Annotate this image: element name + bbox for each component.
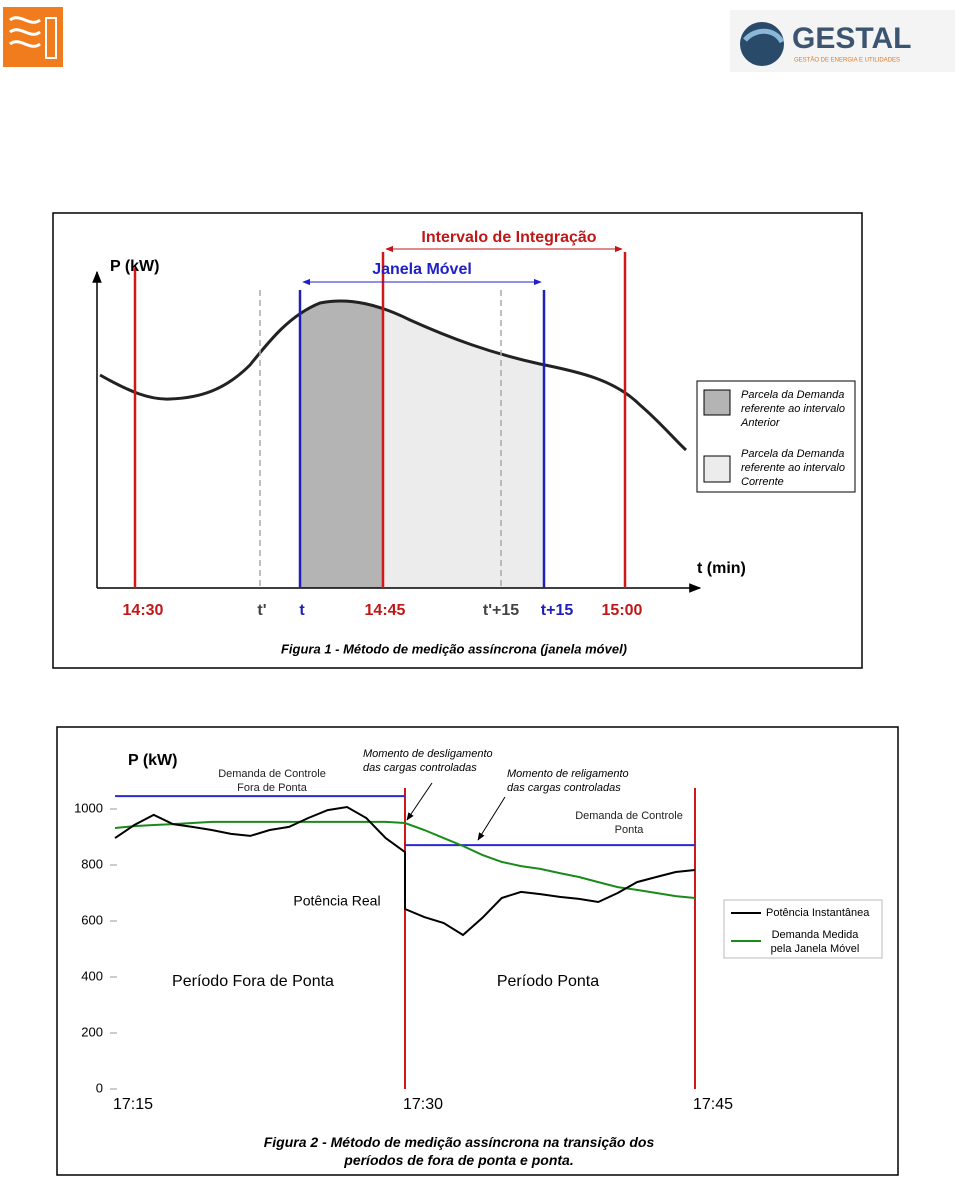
annotation: Momento de desligamento das cargas contro…: [363, 748, 493, 774]
tick-label: 14:30: [123, 602, 164, 619]
figure-1: Intervalo de Integração Janela Móvel P (…: [52, 212, 863, 669]
y-tick-label: 0: [96, 1080, 103, 1095]
legend-label: Demanda Medida pela Janela Móvel: [771, 929, 860, 955]
window-label: Janela Móvel: [372, 261, 472, 278]
y-axis-label: P (kW): [110, 258, 159, 275]
y-tick-label: 400: [81, 968, 103, 983]
series-line: [114, 820, 696, 899]
tick-label: t+15: [541, 602, 574, 619]
control-label: Demanda de Controle Fora de Ponta: [218, 768, 326, 794]
series-line: [114, 805, 696, 937]
tick-label: t: [299, 602, 305, 619]
y-axis-label: P (kW): [128, 752, 177, 769]
x-axis-label: t (min): [697, 560, 746, 577]
annotation: Momento de religamento das cargas control…: [507, 768, 629, 794]
control-label: Demanda de Controle Ponta: [575, 810, 683, 836]
annotation: Período Fora de Ponta: [172, 973, 334, 990]
legend-swatch: [703, 389, 731, 416]
right-logo: GESTAL GESTÃO DE ENERGIA E UTILIDADES: [730, 10, 955, 72]
interval-label: Intervalo de Integração: [421, 229, 596, 246]
legend-label: Parcela da Demanda referente ao intervalo…: [740, 389, 845, 429]
figure-caption: Figura 1 - Método de medição assíncrona …: [281, 641, 627, 656]
left-logo: [3, 7, 63, 67]
annotation-arrow: [406, 782, 433, 821]
figure-caption: Figura 2 - Método de medição assíncrona …: [264, 1134, 655, 1168]
x-tick-label: 17:30: [403, 1096, 443, 1113]
annotation: Período Ponta: [497, 973, 599, 990]
y-tick-label: 200: [81, 1024, 103, 1039]
logo-name: GESTAL: [792, 22, 911, 55]
previous-area: [300, 300, 383, 588]
legend-label: Potência Instantânea: [766, 907, 870, 919]
annotation-arrow: [477, 796, 506, 841]
legend-box: [723, 899, 883, 959]
legend-label: Parcela da Demanda referente ao intervalo…: [741, 448, 845, 488]
x-tick-label: 17:15: [113, 1096, 153, 1113]
y-tick-label: 600: [81, 912, 103, 927]
y-tick-label: 800: [81, 856, 103, 871]
tick-label: 14:45: [365, 602, 406, 619]
tick-label: t': [257, 602, 266, 619]
x-tick-label: 17:45: [693, 1096, 733, 1113]
figure-2: P (kW) Momento de desligamento das cargas…: [56, 726, 899, 1176]
y-tick-label: 1000: [74, 800, 103, 815]
tick-label: t'+15: [483, 602, 519, 619]
annotation: Potência Real: [293, 893, 380, 909]
logo-tagline: GESTÃO DE ENERGIA E UTILIDADES: [794, 57, 900, 64]
tick-label: 15:00: [602, 602, 643, 619]
legend-swatch: [703, 455, 731, 483]
